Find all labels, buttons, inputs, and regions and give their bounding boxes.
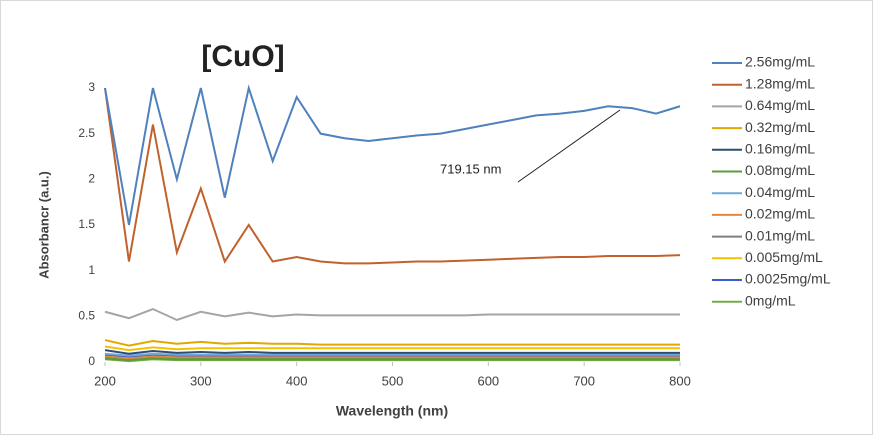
y-axis-label: Absorbancr (a.u.) [36, 171, 51, 279]
legend-label: 0.64mg/mL [745, 97, 815, 113]
x-tick-label: 400 [286, 373, 308, 388]
legend-label: 0.32mg/mL [745, 119, 815, 135]
y-tick-label: 2 [88, 172, 95, 186]
legend-label: 0.16mg/mL [745, 141, 815, 157]
chart-title: [CuO] [201, 40, 284, 73]
chart-frame [1, 1, 873, 435]
legend-label: 0.08mg/mL [745, 162, 815, 178]
x-tick-label: 600 [477, 373, 499, 388]
legend-label: 0.02mg/mL [745, 206, 815, 222]
y-tick-label: 0.5 [78, 309, 95, 323]
legend-label: 0.04mg/mL [745, 184, 815, 200]
x-tick-label: 800 [669, 373, 691, 388]
y-tick-label: 2.5 [78, 126, 95, 140]
x-tick-label: 500 [382, 373, 404, 388]
series-line [105, 357, 680, 359]
x-tick-label: 300 [190, 373, 212, 388]
y-tick-label: 1.5 [78, 217, 95, 231]
x-tick-label: 200 [94, 373, 116, 388]
annotation: 719.15 nm [440, 161, 501, 176]
legend-label: 2.56mg/mL [745, 54, 815, 70]
legend-label: 1.28mg/mL [745, 75, 815, 91]
legend-label: 0.01mg/mL [745, 227, 815, 243]
chart: [CuO] Wavelength (nm) Absorbancr (a.u.) … [0, 0, 873, 435]
legend-label: 0.005mg/mL [745, 249, 823, 265]
y-tick-label: 1 [88, 263, 95, 277]
legend-label: 0mg/mL [745, 292, 796, 308]
series-line [105, 358, 680, 360]
y-tick-label: 0 [88, 354, 95, 368]
y-tick-label: 3 [88, 80, 95, 94]
series-line [105, 354, 680, 356]
x-tick-label: 700 [573, 373, 595, 388]
legend-label: 0.0025mg/mL [745, 271, 831, 287]
x-axis-label: Wavelength (nm) [336, 403, 448, 419]
